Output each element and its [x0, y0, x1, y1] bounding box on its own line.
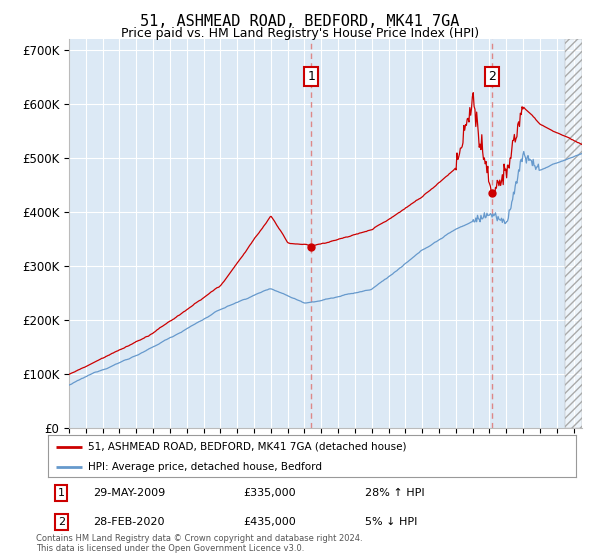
Text: 51, ASHMEAD ROAD, BEDFORD, MK41 7GA (detached house): 51, ASHMEAD ROAD, BEDFORD, MK41 7GA (det…	[88, 442, 406, 452]
Text: 2: 2	[488, 69, 496, 83]
Text: Price paid vs. HM Land Registry's House Price Index (HPI): Price paid vs. HM Land Registry's House …	[121, 27, 479, 40]
Text: 5% ↓ HPI: 5% ↓ HPI	[365, 517, 417, 528]
Text: 29-MAY-2009: 29-MAY-2009	[93, 488, 165, 498]
Text: 28% ↑ HPI: 28% ↑ HPI	[365, 488, 424, 498]
Text: 1: 1	[307, 69, 316, 83]
Text: 1: 1	[58, 488, 65, 498]
Text: 51, ASHMEAD ROAD, BEDFORD, MK41 7GA: 51, ASHMEAD ROAD, BEDFORD, MK41 7GA	[140, 14, 460, 29]
Text: Contains HM Land Registry data © Crown copyright and database right 2024.
This d: Contains HM Land Registry data © Crown c…	[36, 534, 362, 553]
Text: 2: 2	[58, 517, 65, 528]
Text: HPI: Average price, detached house, Bedford: HPI: Average price, detached house, Bedf…	[88, 461, 322, 472]
Text: £435,000: £435,000	[244, 517, 296, 528]
Text: 28-FEB-2020: 28-FEB-2020	[93, 517, 164, 528]
Text: £335,000: £335,000	[244, 488, 296, 498]
